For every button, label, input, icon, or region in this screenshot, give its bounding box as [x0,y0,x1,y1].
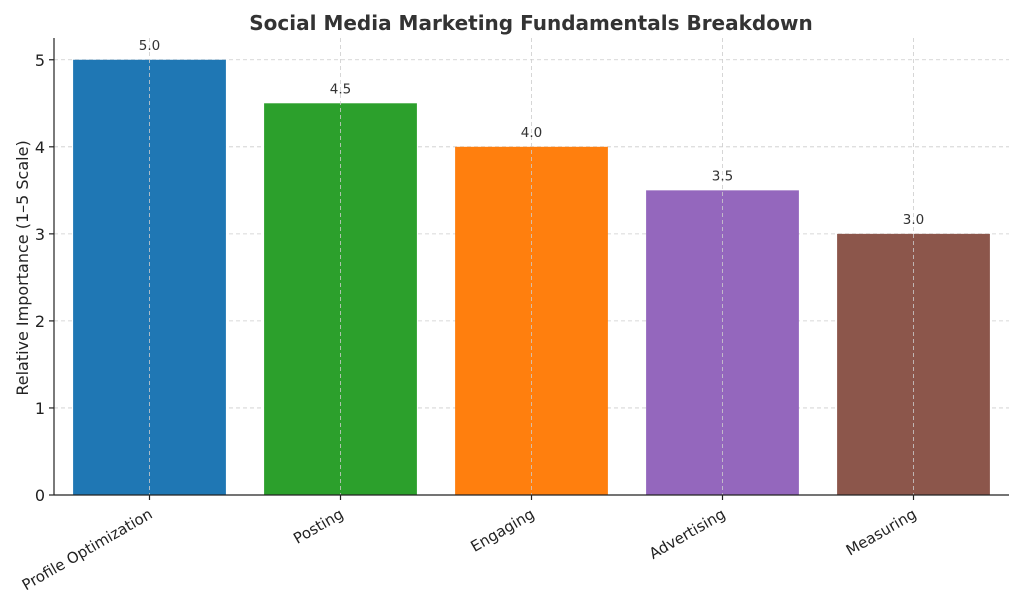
bar-value-label: 4.5 [330,81,351,97]
bar-value-label: 5.0 [139,38,160,54]
y-tick-label: 0 [35,486,45,505]
bar-value-label: 3.5 [712,168,733,184]
y-ticks-layer: 0 1 2 3 4 5 [35,51,915,505]
value-labels-layer: 5.0 4.5 4.0 3.5 3.0 [139,38,924,228]
x-tick-label: Advertising [646,505,728,563]
y-tick-label: 1 [35,399,45,418]
bar-value-label: 3.0 [903,212,924,228]
vertical-grid-layer [149,38,914,495]
x-tick-label: Measuring [843,505,920,560]
y-tick-label: 5 [35,51,45,70]
x-tick-label: Engaging [468,505,538,556]
bar [837,233,990,495]
x-tick-label: Profile Optimization [19,505,156,594]
x-ticks-layer: Profile Optimization Posting Engaging Adver… [19,505,920,594]
y-tick-label: 4 [35,138,45,157]
y-tick-label: 2 [35,312,45,331]
y-tick-label: 3 [35,225,45,244]
y-axis-label: Relative Importance (1–5 Scale) [13,140,32,395]
x-tick-label: Posting [290,505,346,548]
chart-title: Social Media Marketing Fundamentals Brea… [249,11,812,35]
bar-value-label: 4.0 [521,125,542,141]
